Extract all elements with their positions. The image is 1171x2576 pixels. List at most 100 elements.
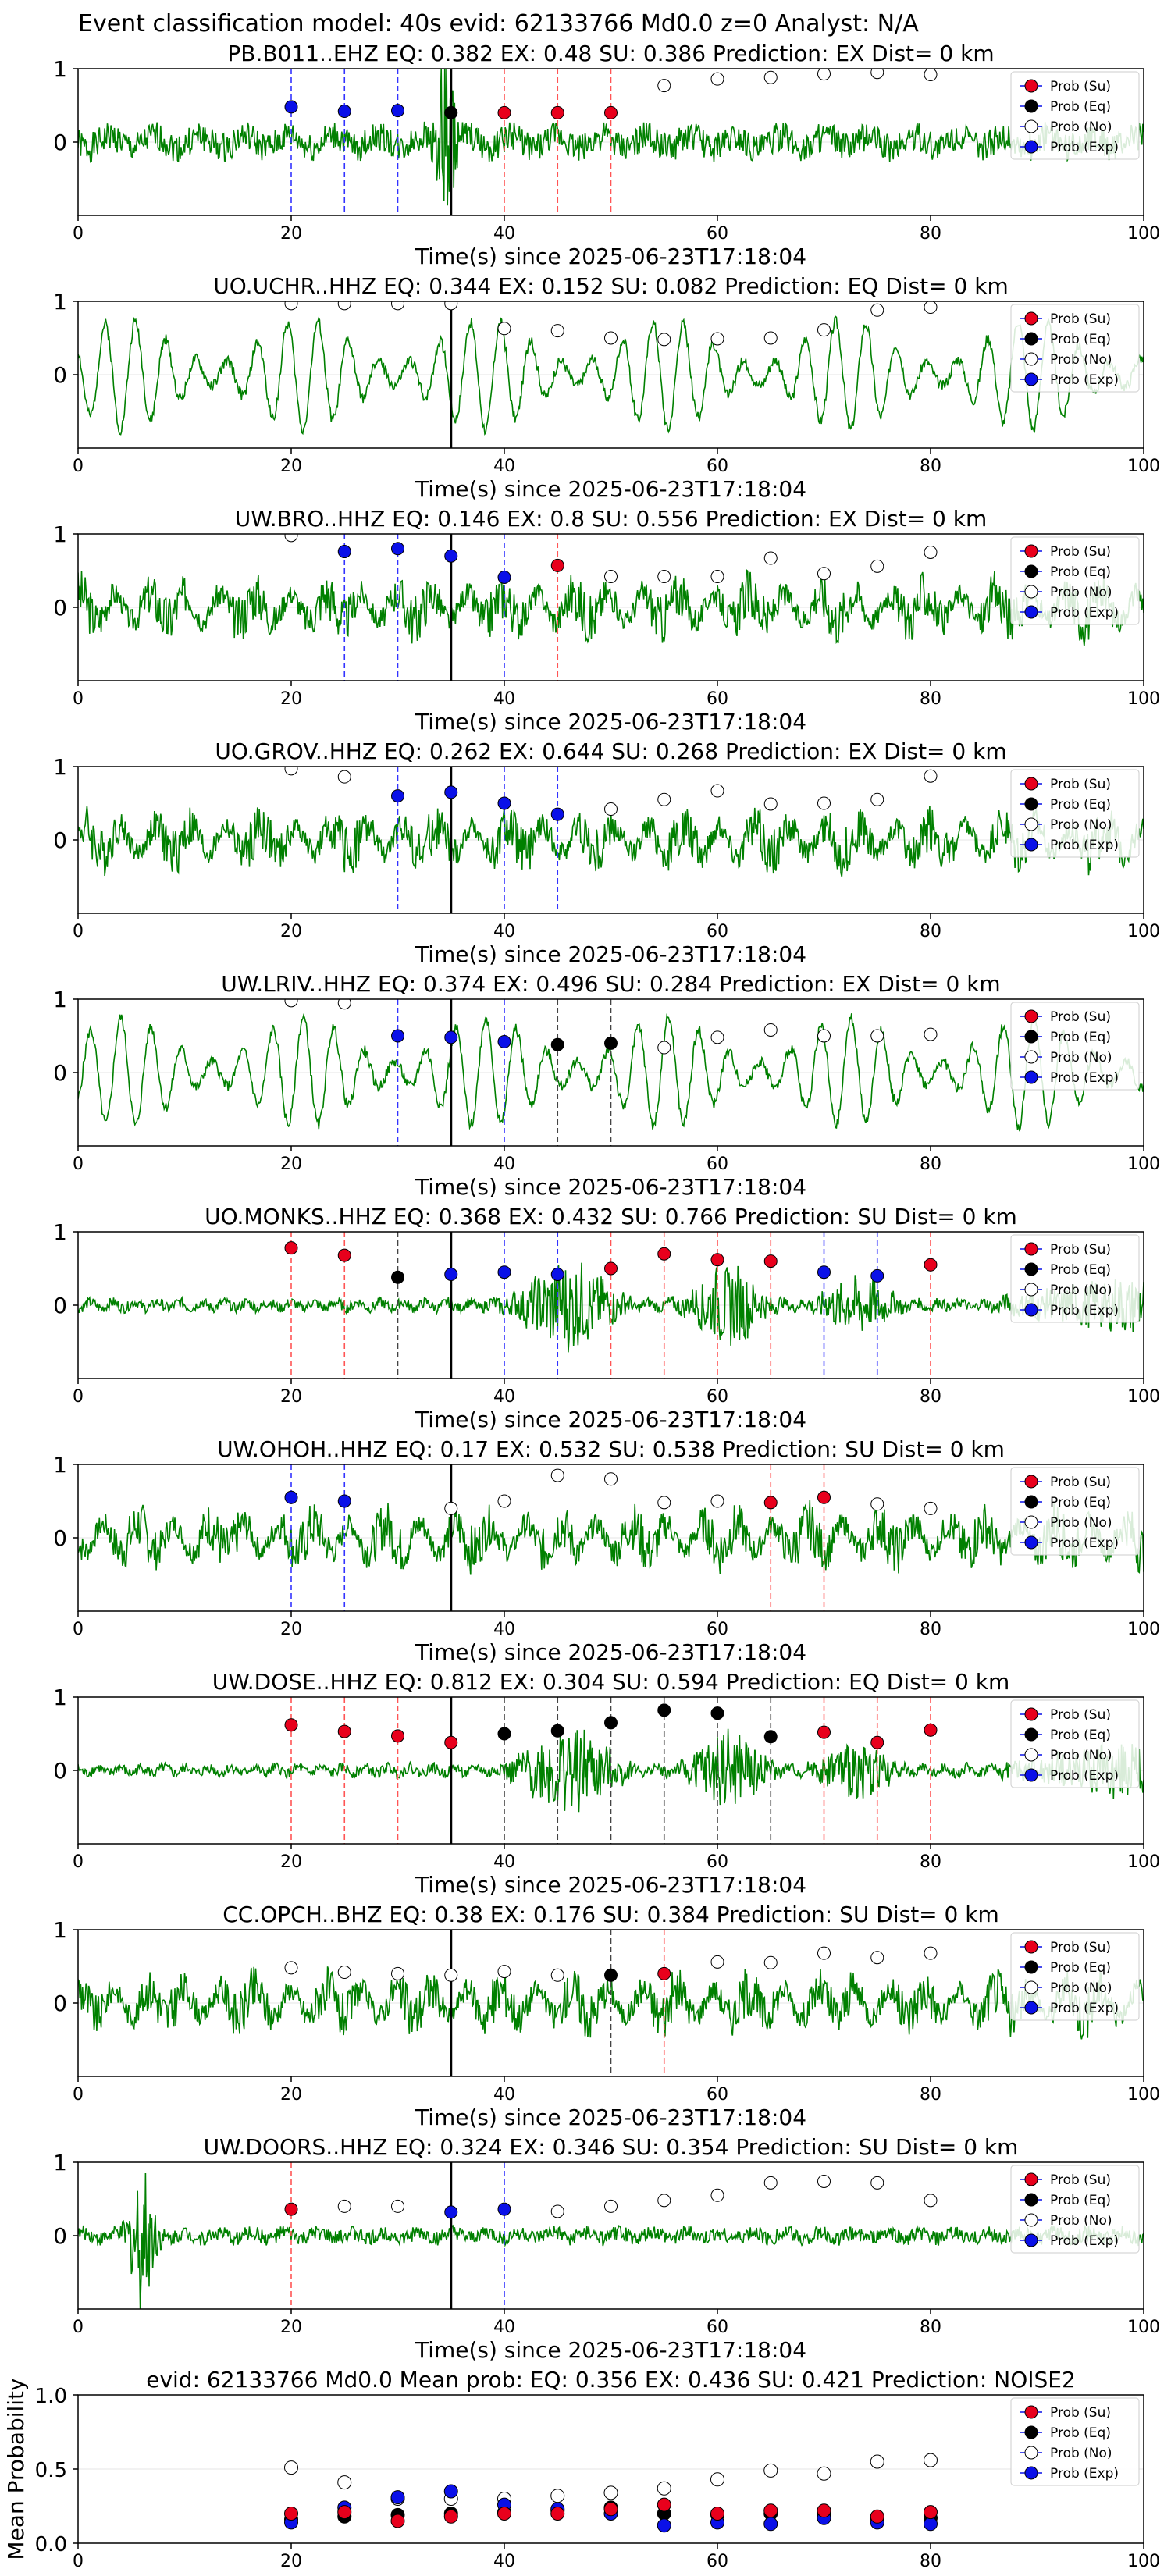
prob-point-exp: [817, 1265, 831, 1279]
x-tick-label: 40: [493, 224, 515, 244]
prob-point-no: [337, 2199, 351, 2213]
legend-marker-no: [1024, 817, 1038, 831]
legend-label: Prob (Exp): [1050, 1303, 1119, 1318]
legend-box: [1010, 1002, 1140, 1091]
legend-marker-su: [1024, 2405, 1038, 2419]
legend-label: Prob (Eq): [1050, 2193, 1111, 2208]
prob-point-no: [657, 2194, 671, 2208]
x-tick-label: 0: [73, 1620, 84, 1639]
station-panel: UO.UCHR..HHZ EQ: 0.344 EX: 0.152 SU: 0.0…: [53, 273, 1160, 502]
legend-marker-no: [1024, 2446, 1038, 2460]
legend-marker-no: [1024, 1748, 1038, 1762]
prob-point-no: [337, 1966, 351, 1980]
prob-point-no: [763, 70, 778, 84]
prob-point-no: [763, 331, 778, 345]
prob-point-no: [763, 551, 778, 565]
prob-point-no: [817, 567, 831, 581]
legend-label: Prob (Exp): [1050, 605, 1119, 621]
legend-marker-su: [1024, 79, 1038, 93]
station-panel: UW.DOORS..HHZ EQ: 0.324 EX: 0.346 SU: 0.…: [53, 2134, 1160, 2363]
legend-marker-eq: [1024, 2425, 1038, 2439]
legend-marker-no: [1024, 585, 1038, 599]
y-tick-label: 1: [53, 987, 67, 1012]
legend-marker-no: [1024, 352, 1038, 366]
prob-point-exp: [391, 1029, 404, 1043]
mean-prob-point-exp: [657, 2518, 671, 2533]
legend-label: Prob (Eq): [1050, 1727, 1111, 1743]
x-tick-label: 100: [1127, 224, 1160, 244]
prob-point-no: [391, 1966, 404, 1980]
panel-title: UW.LRIV..HHZ EQ: 0.374 EX: 0.496 SU: 0.2…: [221, 971, 1000, 997]
x-axis-label: Time(s) since 2025-06-23T17:18:04: [415, 941, 806, 967]
x-tick-label: 80: [920, 1852, 941, 1872]
legend-marker-eq: [1024, 797, 1038, 811]
plot-content: [78, 534, 1144, 681]
x-tick-label: 100: [1127, 457, 1160, 476]
x-tick-label: 60: [707, 922, 728, 941]
seismogram-trace: [78, 568, 1144, 646]
legend-label: Prob (Su): [1050, 79, 1111, 94]
legend-marker-eq: [1024, 1960, 1038, 1974]
x-tick-label: 80: [920, 224, 941, 244]
x-tick-label: 0: [73, 1852, 84, 1872]
figure-suptitle: Event classification model: 40s evid: 62…: [78, 10, 919, 37]
station-panel: UW.DOSE..HHZ EQ: 0.812 EX: 0.304 SU: 0.5…: [53, 1669, 1160, 1898]
legend-marker-eq: [1024, 332, 1038, 346]
legend-label: Prob (No): [1050, 2446, 1112, 2461]
prob-point-no: [657, 79, 671, 93]
x-tick-label: 80: [920, 1620, 941, 1639]
prob-point-exp: [497, 796, 511, 810]
plot-content: [78, 2162, 1144, 2309]
prob-point-su: [284, 1241, 298, 1255]
y-tick-label: 1: [53, 521, 67, 547]
prob-point-no: [497, 1494, 511, 1508]
prob-point-su: [284, 2202, 298, 2216]
x-tick-label: 20: [280, 2085, 302, 2105]
x-axis-label: Time(s) since 2025-06-23T17:18:04: [415, 1174, 806, 1200]
x-tick-label: 80: [920, 2318, 941, 2337]
x-tick-label: 60: [707, 2085, 728, 2105]
y-tick-label: 0: [53, 1525, 67, 1551]
prob-point-su: [657, 1966, 671, 1980]
x-tick-label: 20: [280, 224, 302, 244]
prob-point-eq: [657, 1703, 671, 1717]
x-tick-label: 20: [280, 922, 302, 941]
prob-point-su: [284, 1718, 298, 1732]
legend-label: Prob (Su): [1050, 777, 1111, 792]
x-tick-label: 40: [493, 2085, 515, 2105]
y-tick-label: 0.0: [35, 2533, 67, 2556]
prob-point-exp: [337, 545, 351, 559]
legend-label: Prob (No): [1050, 1748, 1112, 1763]
x-tick-label: 0: [73, 1387, 84, 1407]
legend-label: Prob (No): [1050, 585, 1112, 600]
legend-marker-eq: [1024, 1030, 1038, 1044]
prob-point-eq: [550, 1037, 564, 1051]
prob-point-no: [870, 2176, 884, 2190]
prob-point-no: [870, 303, 884, 317]
prob-point-no: [924, 1027, 938, 1041]
y-tick-label: 0: [53, 130, 67, 155]
prob-point-no: [550, 1968, 564, 1982]
panel-title: UO.MONKS..HHZ EQ: 0.368 EX: 0.432 SU: 0.…: [205, 1204, 1017, 1229]
prob-point-eq: [550, 1724, 564, 1738]
x-tick-label: 40: [493, 2552, 515, 2571]
legend: Prob (Su) Prob (Eq) Prob (No) Prob (Exp): [1010, 1699, 1140, 1788]
seismogram-trace: [78, 315, 1144, 436]
prob-point-no: [870, 792, 884, 806]
prob-point-no: [657, 1496, 671, 1510]
prob-point-exp: [391, 789, 404, 803]
legend-label: Prob (No): [1050, 817, 1112, 833]
prob-point-su: [550, 105, 564, 119]
panel-title: UW.OHOH..HHZ EQ: 0.17 EX: 0.532 SU: 0.53…: [217, 1436, 1005, 1462]
x-tick-label: 60: [707, 224, 728, 244]
legend-marker-exp: [1024, 2233, 1038, 2247]
legend-label: Prob (Eq): [1050, 332, 1111, 347]
prob-point-exp: [444, 1030, 458, 1044]
station-panel: CC.OPCH..BHZ EQ: 0.38 EX: 0.176 SU: 0.38…: [53, 1902, 1160, 2130]
x-axis-label: Time(s) since 2025-06-23T17:18:04: [415, 476, 806, 502]
x-tick-label: 40: [493, 689, 515, 709]
panels-container: PB.B011..EHZ EQ: 0.382 EX: 0.48 SU: 0.38…: [3, 41, 1160, 2571]
prob-point-no: [710, 1494, 724, 1508]
prob-point-exp: [497, 2202, 511, 2216]
legend-marker-su: [1024, 544, 1038, 558]
